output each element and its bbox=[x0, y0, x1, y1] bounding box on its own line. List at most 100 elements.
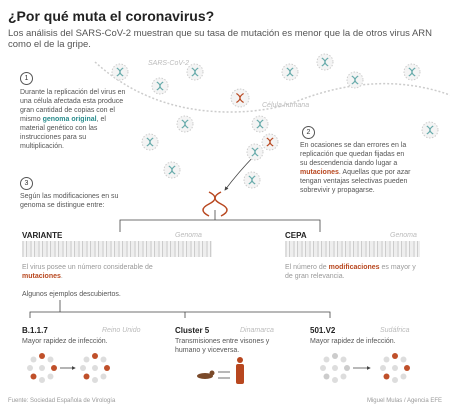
text: Durante la replicación del virus en una … bbox=[20, 89, 126, 123]
virus-icon bbox=[176, 115, 194, 133]
step-text: Durante la replicación del virus en una … bbox=[20, 88, 132, 151]
virus-dot bbox=[340, 356, 347, 363]
virus-dot bbox=[383, 373, 390, 380]
mink-icon bbox=[197, 370, 215, 379]
virus-rna bbox=[321, 57, 329, 67]
virus-icon bbox=[230, 88, 250, 108]
virus-dot bbox=[400, 373, 407, 380]
text: El número de bbox=[285, 264, 329, 271]
virus-icon bbox=[316, 53, 334, 71]
examples-intro: Algunos ejemplos descubiertos. bbox=[22, 291, 121, 298]
text: . bbox=[60, 273, 63, 280]
virus-icon bbox=[243, 171, 261, 189]
connector bbox=[29, 300, 331, 318]
example-country: Reino Unido bbox=[102, 327, 141, 334]
text: , el material genético con las instrucci… bbox=[20, 116, 106, 150]
example-text: Transmisiones entre visones y humano y v… bbox=[175, 338, 270, 354]
virus-dot bbox=[80, 365, 86, 371]
subtitle: Los análisis del SARS-CoV-2 muestran que… bbox=[8, 28, 433, 50]
virus-icon bbox=[246, 143, 264, 161]
virus-rna bbox=[256, 119, 264, 129]
credit: Miguel Mulas / Agencia EFE bbox=[366, 398, 442, 404]
virus-dot bbox=[332, 365, 338, 371]
virus-label: SARS-CoV-2 bbox=[148, 60, 189, 67]
virus-rna bbox=[146, 137, 154, 147]
virus-dot bbox=[100, 373, 107, 380]
virus-rna bbox=[248, 175, 256, 185]
virus-dot bbox=[83, 373, 90, 380]
cell-label: Célula humana bbox=[262, 102, 310, 109]
virus-icon bbox=[421, 121, 439, 139]
virus-dot bbox=[323, 373, 330, 380]
virus-icon bbox=[111, 63, 129, 81]
virus-icon bbox=[403, 63, 421, 81]
text: . Aquellas que por azar tengan ventajas … bbox=[300, 169, 411, 194]
virus-rna bbox=[116, 67, 124, 77]
step-number: 1 bbox=[20, 72, 33, 85]
example-text: Mayor rapidez de infección. bbox=[310, 338, 396, 345]
source: Fuente: Sociedad Española de Virología bbox=[8, 398, 116, 404]
text: En ocasiones se dan errores en la replic… bbox=[300, 142, 407, 167]
virus-dot bbox=[27, 365, 33, 371]
highlight: mutaciones bbox=[22, 273, 61, 280]
virus-dot bbox=[51, 365, 57, 371]
virus-dot bbox=[47, 373, 54, 380]
virus-dot bbox=[30, 356, 37, 363]
exchange-arrows bbox=[218, 371, 230, 379]
virus-dot bbox=[320, 365, 326, 371]
virus-dot bbox=[100, 356, 107, 363]
virus-dot bbox=[383, 356, 390, 363]
virus-dot bbox=[404, 365, 410, 371]
virus-dot bbox=[392, 353, 398, 359]
title: ¿Por qué muta el coronavirus? bbox=[8, 8, 215, 24]
virus-rna bbox=[286, 67, 294, 77]
virus-rna bbox=[266, 137, 274, 147]
type-text: El número de modificaciones es mayor y d… bbox=[285, 263, 425, 281]
virus-rna bbox=[181, 119, 189, 129]
example-country: Dinamarca bbox=[240, 327, 274, 334]
example-text: Mayor rapidez de infección. bbox=[22, 338, 108, 345]
virus-dot bbox=[344, 365, 350, 371]
example-name: 501.V2 bbox=[310, 326, 336, 335]
virus-icon bbox=[151, 77, 169, 95]
virus-rna bbox=[251, 147, 259, 157]
step-text: En ocasiones se dan errores en la replic… bbox=[300, 141, 412, 195]
virus-icon bbox=[186, 63, 204, 81]
virus-rna bbox=[168, 165, 176, 175]
text: El virus posee un número considerable de bbox=[22, 264, 153, 271]
virus-dot bbox=[323, 356, 330, 363]
virus-rna bbox=[408, 67, 416, 77]
virus-dot bbox=[332, 377, 338, 383]
step-text: Según las modificaciones en su genoma se… bbox=[20, 193, 119, 209]
virus-dot bbox=[380, 365, 386, 371]
virus-dot bbox=[92, 353, 98, 359]
virus-icon bbox=[346, 71, 364, 89]
virus-rna bbox=[351, 75, 359, 85]
bar-label: Genoma bbox=[390, 232, 417, 239]
virus-icon bbox=[163, 161, 181, 179]
virus-rna bbox=[426, 125, 434, 135]
virus-dot bbox=[340, 373, 347, 380]
virus-rna bbox=[236, 92, 244, 104]
virus-dot bbox=[92, 365, 98, 371]
virus-icon bbox=[261, 133, 279, 151]
virus-dot bbox=[392, 377, 398, 383]
dna-icon bbox=[202, 191, 228, 217]
bar-label: Genoma bbox=[175, 232, 202, 239]
highlight: mutaciones bbox=[300, 169, 339, 176]
type-text: El virus posee un número considerable de… bbox=[22, 263, 162, 281]
virus-dot bbox=[392, 365, 398, 371]
type-title: CEPA bbox=[285, 231, 307, 240]
connector bbox=[119, 219, 321, 232]
virus-rna bbox=[156, 81, 164, 91]
virus-dot bbox=[30, 373, 37, 380]
genome-bar bbox=[285, 241, 420, 257]
example-name: B.1.1.7 bbox=[22, 326, 48, 335]
human-icon bbox=[236, 357, 244, 384]
genome-bar bbox=[22, 241, 212, 257]
text: es mayor y de gran relevancia. bbox=[285, 264, 416, 280]
highlight: modificaciones bbox=[328, 264, 380, 271]
virus-dot bbox=[47, 356, 54, 363]
